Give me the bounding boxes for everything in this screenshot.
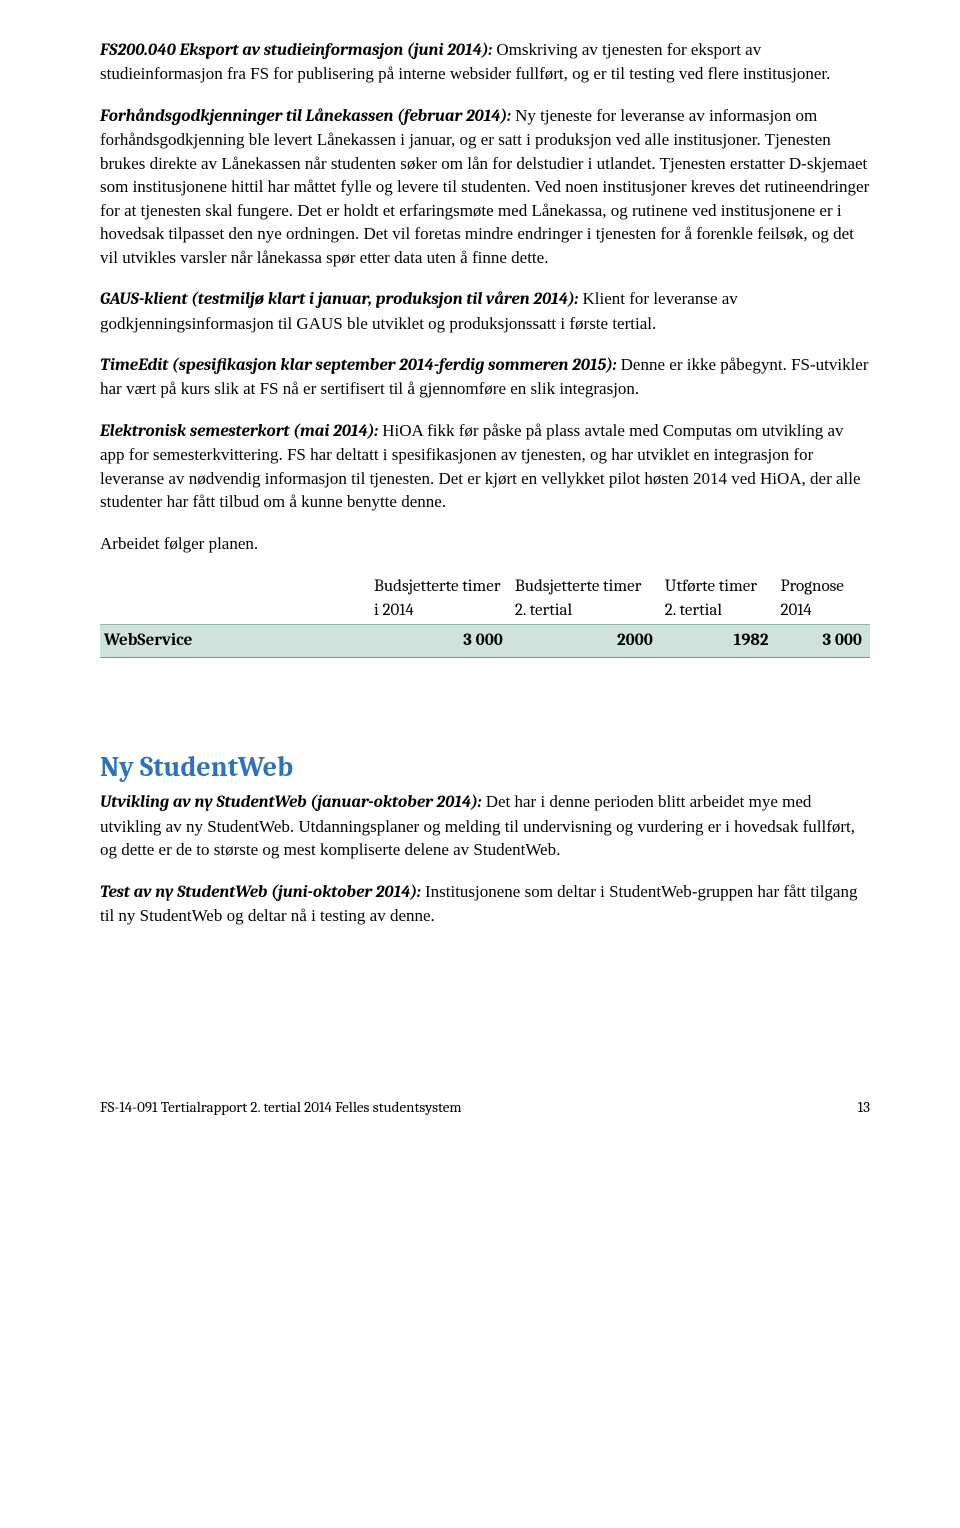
cell-c2: 2000 — [511, 625, 661, 657]
lead-sw-dev: Utvikling av ny StudentWeb (januar-oktob… — [100, 793, 481, 812]
paragraph-plan: Arbeidet følger planen. — [100, 532, 870, 555]
paragraph-lanekassen: Forhåndsgodkjenninger til Lånekassen (fe… — [100, 104, 870, 269]
paragraph-semesterkort: Elektronisk semesterkort (mai 2014): HiO… — [100, 419, 870, 514]
page-footer: FS-14-091 Tertialrapport 2. tertial 2014… — [100, 1097, 870, 1118]
lead-semesterkort: Elektronisk semesterkort (mai 2014): — [100, 422, 378, 441]
th-budsj-2014: Budsjetterte timer i 2014 — [370, 573, 511, 624]
section-title-studentweb: Ny StudentWeb — [100, 748, 870, 787]
th-budsj-2tert: Budsjetterte timer 2. tertial — [511, 573, 661, 624]
th-empty — [100, 573, 370, 624]
lead-gaus: GAUS-klient (testmiljø klart i januar, p… — [100, 290, 578, 309]
body-lanekassen: Ny tjeneste for leveranse av informasjon… — [100, 106, 869, 267]
lead-lanekassen: Forhåndsgodkjenninger til Lånekassen (fe… — [100, 107, 511, 126]
th-prognose: Prognose 2014 — [776, 573, 870, 624]
cell-c1: 3 000 — [370, 625, 511, 657]
footer-left: FS-14-091 Tertialrapport 2. tertial 2014… — [100, 1097, 462, 1118]
cell-c4: 3 000 — [776, 625, 870, 657]
lead-timeedit: TimeEdit (spesifikasjon klar september 2… — [100, 356, 616, 375]
footer-page-number: 13 — [858, 1097, 870, 1118]
webservice-table: Budsjetterte timer i 2014 Budsjetterte t… — [100, 573, 870, 657]
table-row: WebService 3 000 2000 1982 3 000 — [100, 625, 870, 657]
cell-label: WebService — [100, 625, 370, 657]
paragraph-gaus: GAUS-klient (testmiljø klart i januar, p… — [100, 287, 870, 335]
paragraph-sw-test: Test av ny StudentWeb (juni-oktober 2014… — [100, 880, 870, 928]
lead-fs200: FS200.040 Eksport av studieinformasjon (… — [100, 41, 492, 60]
paragraph-timeedit: TimeEdit (spesifikasjon klar september 2… — [100, 353, 870, 401]
th-utforte-2tert: Utførte timer 2. tertial — [661, 573, 777, 624]
paragraph-sw-dev: Utvikling av ny StudentWeb (januar-oktob… — [100, 790, 870, 861]
lead-sw-test: Test av ny StudentWeb (juni-oktober 2014… — [100, 883, 421, 902]
table-header-row: Budsjetterte timer i 2014 Budsjetterte t… — [100, 573, 870, 624]
cell-c3: 1982 — [661, 625, 777, 657]
paragraph-fs200: FS200.040 Eksport av studieinformasjon (… — [100, 38, 870, 86]
